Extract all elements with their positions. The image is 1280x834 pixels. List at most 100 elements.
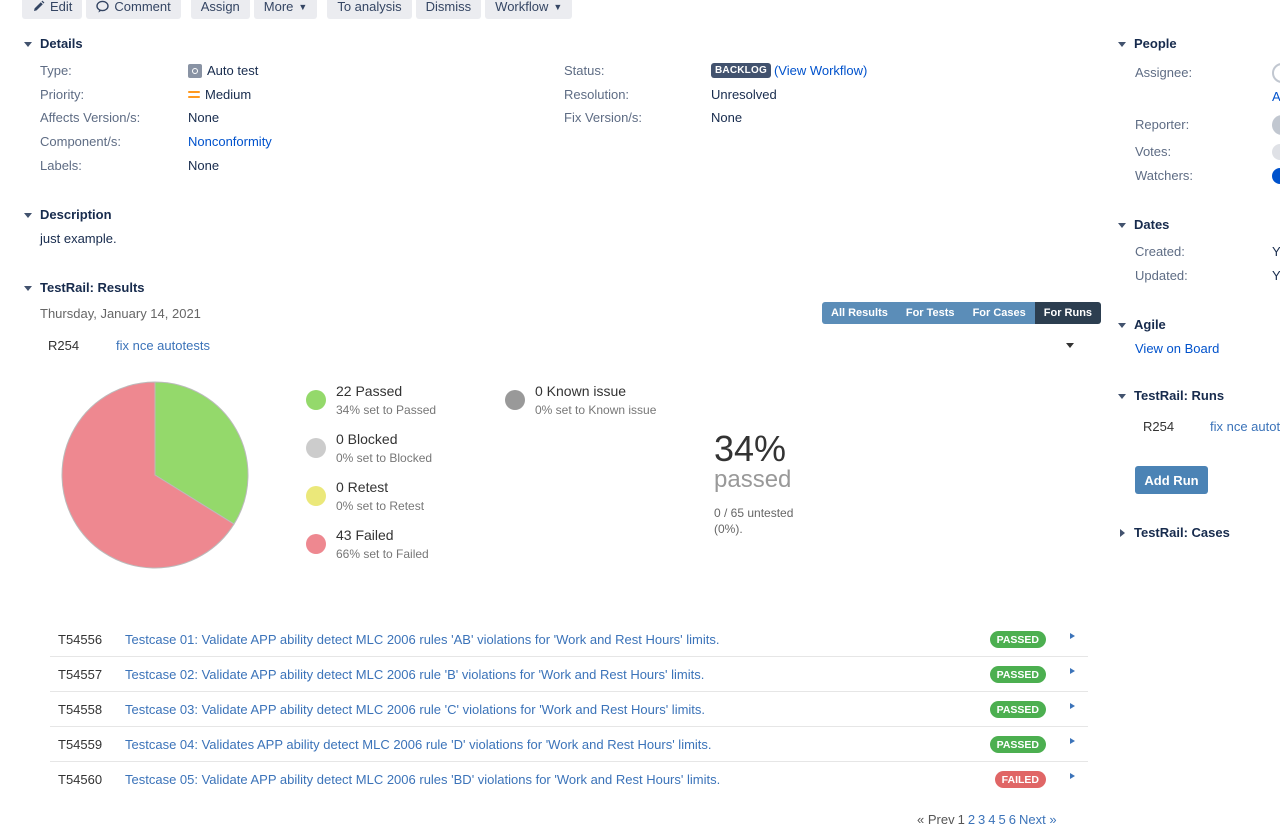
description-section-toggle[interactable]: Description [22,207,112,222]
legend-dot-blocked [306,438,326,458]
workflow-button[interactable]: Workflow ▼ [485,0,573,19]
to-analysis-label: To analysis [337,0,402,14]
legend-passed-title: 22 Passed [336,383,403,399]
legend-blocked-sub: 0% set to Blocked [336,451,433,465]
tab-all-results[interactable]: All Results [822,302,897,324]
legend-known-issue-title: 0 Known issue [535,383,627,399]
page-3-link[interactable]: 3 [978,812,986,827]
component-link[interactable]: Nonconformity [188,134,272,149]
labels-value: None [188,158,220,173]
expand-arrow-icon[interactable] [1070,703,1075,709]
status-badge: BACKLOG [711,63,771,78]
page-5-link[interactable]: 5 [998,812,1006,827]
fix-version-label: Fix Version/s: [564,110,643,125]
sidebar-run-name-link[interactable]: fix nce autot [1210,419,1280,434]
legend-retest-sub: 0% set to Retest [336,499,425,513]
description-text: just example. [40,231,117,246]
dismiss-label: Dismiss [425,0,472,14]
next-page-link[interactable]: Next » [1018,812,1057,827]
run-name-link[interactable]: fix nce autotests [116,338,210,353]
type-label: Type: [40,63,72,78]
resolution-label: Resolution: [564,87,630,102]
testrail-results-section-toggle[interactable]: TestRail: Results [22,280,145,295]
type-text: Auto test [207,63,259,78]
twistie-down-icon [22,38,34,50]
details-section-toggle[interactable]: Details [22,36,83,51]
legend-passed-sub: 34% set to Passed [336,403,437,417]
assignee-avatar[interactable] [1272,63,1280,83]
assign-to-me-link[interactable]: A [1272,89,1280,104]
watchers-badge[interactable] [1272,168,1280,184]
comment-button[interactable]: Comment [86,0,181,19]
test-title-link[interactable]: Testcase 05: Validate APP ability detect… [125,772,721,787]
agile-heading: Agile [1134,317,1166,332]
legend-dot-retest [306,486,326,506]
chevron-down-icon: ▼ [298,1,308,12]
issue-toolbar: Edit Comment Assign More ▼ To analysis D… [22,0,576,19]
comment-label: Comment [114,0,171,14]
created-value: Y [1272,244,1280,259]
tab-for-cases[interactable]: For Cases [963,302,1035,324]
testrail-runs-section-toggle[interactable]: TestRail: Runs [1116,388,1224,403]
dismiss-button[interactable]: Dismiss [415,0,482,19]
tab-for-tests[interactable]: For Tests [896,302,964,324]
test-title-link[interactable]: Testcase 03: Validate APP ability detect… [125,701,706,717]
twistie-down-icon [22,282,34,294]
page-2-link[interactable]: 2 [967,812,976,827]
status-badge: PASSED [989,666,1046,683]
priority-medium-icon [188,90,200,99]
test-title-link[interactable]: Testcase 01: Validate APP ability detect… [125,631,720,647]
agile-section-toggle[interactable]: Agile [1116,317,1166,332]
tab-for-runs[interactable]: For Runs [1034,302,1102,324]
labels-label: Labels: [40,158,82,173]
view-on-board-link[interactable]: View on Board [1135,341,1220,356]
results-table: T54556 Testcase 01: Validate APP ability… [50,622,1088,797]
run-id: R254 [48,338,80,353]
chevron-down-icon: ▼ [553,1,563,12]
testrail-results-heading: TestRail: Results [40,280,145,295]
watchers-label: Watchers: [1135,168,1194,183]
dates-section-toggle[interactable]: Dates [1116,217,1169,232]
test-id: T54558 [58,701,103,717]
votes-label: Votes: [1135,144,1172,159]
updated-value: Y [1272,268,1280,283]
status-badge: FAILED [994,771,1046,788]
expand-arrow-icon[interactable] [1070,668,1075,674]
edit-button[interactable]: Edit [22,0,83,19]
fix-version-value: None [711,110,743,125]
expand-arrow-icon[interactable] [1070,773,1075,779]
add-run-button[interactable]: Add Run [1135,466,1208,494]
assign-button[interactable]: Assign [190,0,250,19]
test-title-link[interactable]: Testcase 02: Validate APP ability detect… [125,666,705,682]
test-id: T54559 [58,736,103,752]
expand-arrow-icon[interactable] [1070,738,1075,744]
page-4-link[interactable]: 4 [988,812,996,827]
priority-label: Priority: [40,87,85,102]
pass-percentage: 34% [714,428,787,469]
resolution-value: Unresolved [711,87,777,102]
updated-label: Updated: [1135,268,1188,283]
people-section-toggle[interactable]: People [1116,36,1177,51]
testrail-cases-heading: TestRail: Cases [1134,525,1230,540]
test-id: T54557 [58,666,103,682]
type-value: Auto test [188,63,258,78]
page-6-link[interactable]: 6 [1008,812,1016,827]
untested-summary: 0 / 65 untested (0%). [714,506,794,536]
test-title-link[interactable]: Testcase 04: Validates APP ability detec… [125,736,712,752]
more-button[interactable]: More ▼ [253,0,318,19]
status-label: Status: [564,63,605,78]
details-heading: Details [40,36,83,51]
to-analysis-button[interactable]: To analysis [327,0,412,19]
reporter-avatar[interactable] [1272,115,1280,135]
prev-page-link[interactable]: « Prev [917,812,955,827]
votes-badge[interactable] [1272,144,1280,160]
view-workflow-link[interactable]: (View Workflow) [773,63,868,78]
priority-value: Medium [188,87,251,102]
testrail-cases-section-toggle[interactable]: TestRail: Cases [1116,525,1230,540]
expand-arrow-icon[interactable] [1070,633,1075,639]
table-row: T54558 Testcase 03: Validate APP ability… [50,692,1088,727]
results-pie-chart [61,381,249,569]
legend-blocked-title: 0 Blocked [336,431,398,447]
run-dropdown-icon[interactable] [1066,343,1074,348]
twistie-down-icon [1116,319,1128,331]
